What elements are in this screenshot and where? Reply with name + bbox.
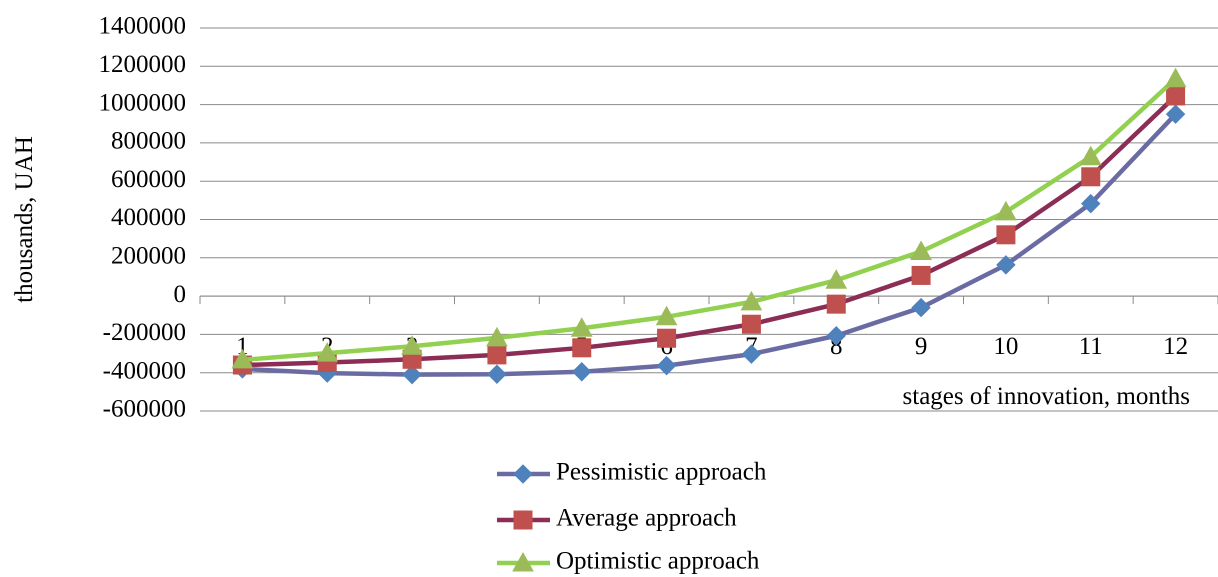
data-point bbox=[910, 240, 932, 260]
y-tick-label: 1400000 bbox=[99, 13, 187, 40]
legend-item: Average approach bbox=[497, 505, 737, 532]
y-tick-label: 200000 bbox=[111, 243, 186, 270]
data-point bbox=[1079, 145, 1102, 166]
x-tick-label: 9 bbox=[915, 333, 928, 360]
data-point bbox=[512, 551, 534, 572]
y-tick-label: 600000 bbox=[111, 166, 186, 193]
legend: Pessimistic approach Average approach Opti… bbox=[497, 459, 767, 575]
series-line bbox=[242, 77, 1178, 363]
y-tick-label: -600000 bbox=[103, 396, 186, 423]
data-point bbox=[741, 344, 762, 364]
data-point bbox=[826, 326, 846, 346]
y-tick-label: -400000 bbox=[103, 357, 186, 384]
y-tick-label: 800000 bbox=[111, 128, 186, 155]
data-point bbox=[1165, 104, 1186, 124]
data-point bbox=[656, 355, 677, 376]
x-tick-label: 10 bbox=[993, 333, 1018, 360]
data-point bbox=[911, 297, 931, 318]
series-optimistic-approach bbox=[231, 67, 1187, 369]
legend-label: Pessimistic approach bbox=[556, 459, 767, 486]
y-tick-label: 0 bbox=[174, 281, 187, 308]
data-point bbox=[996, 255, 1016, 275]
legend-label: Average approach bbox=[556, 505, 737, 532]
data-point bbox=[1081, 193, 1101, 214]
data-point bbox=[572, 338, 592, 358]
x-tick-label: 11 bbox=[1079, 333, 1103, 360]
data-point bbox=[1166, 86, 1186, 106]
data-point bbox=[740, 290, 763, 311]
data-point bbox=[1081, 167, 1101, 187]
series-average-approach bbox=[232, 86, 1186, 375]
y-tick-label: 1200000 bbox=[99, 51, 187, 78]
series-group bbox=[231, 67, 1187, 385]
data-point bbox=[826, 294, 846, 314]
y-tick-label: 400000 bbox=[111, 204, 186, 231]
y-tick-label: 1000000 bbox=[99, 89, 187, 116]
data-point bbox=[741, 314, 761, 334]
data-point bbox=[655, 305, 678, 326]
data-point bbox=[316, 342, 339, 362]
series-line bbox=[242, 112, 1178, 377]
data-point bbox=[487, 364, 507, 384]
data-point bbox=[487, 345, 507, 365]
data-point bbox=[486, 326, 508, 347]
data-point bbox=[657, 328, 677, 348]
data-point bbox=[402, 364, 422, 385]
x-axis-title: stages of innovation, months bbox=[903, 383, 1190, 410]
data-point bbox=[911, 265, 931, 285]
legend-label: Optimistic approach bbox=[556, 548, 760, 575]
legend-item: Optimistic approach bbox=[497, 548, 760, 575]
y-axis-ticks: -600000 -400000 -200000 0 200000 400000 600000… bbox=[99, 13, 187, 423]
data-point bbox=[825, 269, 848, 289]
data-point bbox=[1164, 67, 1187, 88]
data-point bbox=[231, 348, 254, 369]
data-point bbox=[401, 335, 423, 355]
y-tick-label: -200000 bbox=[103, 319, 186, 346]
x-tick-label: 1 bbox=[236, 333, 249, 360]
y-axis-title: thousands, UAH bbox=[11, 136, 38, 303]
series-pessimistic-approach bbox=[232, 104, 1186, 385]
data-point bbox=[570, 317, 593, 337]
data-point bbox=[513, 464, 533, 484]
legend-item: Pessimistic approach bbox=[497, 459, 767, 486]
series-line bbox=[242, 94, 1178, 368]
x-tick-label: 12 bbox=[1163, 333, 1188, 360]
data-point bbox=[572, 362, 592, 382]
data-point bbox=[995, 200, 1017, 221]
data-point bbox=[513, 510, 533, 530]
data-point bbox=[996, 225, 1016, 245]
